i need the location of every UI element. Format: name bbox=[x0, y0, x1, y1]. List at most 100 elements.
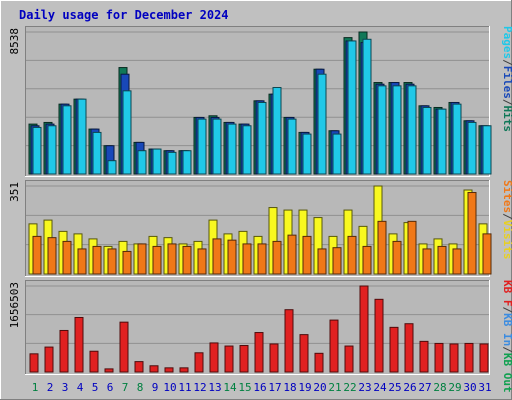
bar-kb-f-day-29 bbox=[449, 343, 459, 373]
bar-pages-day-16 bbox=[257, 101, 267, 175]
bar-kb-f-day-13 bbox=[209, 342, 219, 373]
bar-sites-day-8 bbox=[137, 243, 147, 275]
bar-pages-day-31 bbox=[482, 125, 492, 175]
bar-kb-f-day-27 bbox=[419, 340, 429, 373]
bar-sites-day-27 bbox=[422, 248, 432, 275]
bar-kb-f-day-28 bbox=[434, 342, 444, 373]
bar-kb-f-day-6 bbox=[104, 368, 114, 373]
bar-pages-day-11 bbox=[182, 150, 192, 175]
day-label-22: 22 bbox=[343, 381, 356, 394]
panel-hits: 8538 Pages/Files/Hits bbox=[8, 26, 512, 177]
legend-entry-sites: Sites bbox=[501, 180, 512, 213]
bar-kb-f-day-1 bbox=[29, 353, 39, 373]
bar-sites-day-26 bbox=[407, 220, 417, 275]
bar-pages-day-21 bbox=[332, 133, 342, 175]
bar-sites-day-15 bbox=[242, 243, 252, 275]
bar-sites-day-18 bbox=[287, 234, 297, 275]
bar-kb-f-day-19 bbox=[299, 334, 309, 373]
bar-sites-day-10 bbox=[167, 243, 177, 275]
day-label-18: 18 bbox=[283, 381, 296, 394]
panel-visits-max-label: 351 bbox=[8, 182, 21, 202]
bar-kb-f-day-25 bbox=[389, 326, 399, 373]
day-label-8: 8 bbox=[137, 381, 144, 394]
bar-pages-day-12 bbox=[197, 118, 207, 175]
day-label-5: 5 bbox=[92, 381, 99, 394]
day-label-14: 14 bbox=[223, 381, 237, 394]
bar-sites-day-22 bbox=[347, 235, 357, 275]
bar-kb-f-day-16 bbox=[254, 332, 264, 373]
bar-sites-day-30 bbox=[467, 192, 477, 275]
legend-entry-: / bbox=[501, 59, 512, 66]
bar-kb-f-day-14 bbox=[224, 345, 234, 373]
panel-hits-max-label: 8538 bbox=[8, 28, 21, 55]
bar-sites-day-9 bbox=[152, 245, 162, 275]
bar-kb-f-day-24 bbox=[374, 298, 384, 373]
bar-sites-day-23 bbox=[362, 245, 372, 275]
bar-pages-day-25 bbox=[392, 85, 402, 175]
day-label-13: 13 bbox=[208, 381, 221, 394]
bar-sites-day-21 bbox=[332, 247, 342, 275]
bar-kb-f-day-23 bbox=[359, 285, 369, 373]
day-label-27: 27 bbox=[418, 381, 431, 394]
day-label-12: 12 bbox=[193, 381, 206, 394]
bar-sites-day-19 bbox=[302, 235, 312, 275]
bar-pages-day-5 bbox=[92, 131, 102, 175]
legend-entry-kb-f: KB F bbox=[501, 280, 512, 307]
legend-entry-kb-in: KB In bbox=[501, 313, 512, 346]
day-label-3: 3 bbox=[62, 381, 69, 394]
bar-sites-day-5 bbox=[92, 245, 102, 275]
legend-entry-: / bbox=[501, 307, 512, 314]
bar-kb-f-day-12 bbox=[194, 352, 204, 373]
day-label-19: 19 bbox=[298, 381, 311, 394]
legend-entry-: / bbox=[501, 99, 512, 106]
bar-pages-day-2 bbox=[47, 125, 57, 175]
bar-kb-f-day-7 bbox=[119, 321, 129, 373]
chart-title: Daily usage for December 2024 bbox=[19, 8, 229, 22]
day-label-25: 25 bbox=[388, 381, 401, 394]
bar-sites-day-16 bbox=[257, 243, 267, 275]
bar-sites-day-13 bbox=[212, 238, 222, 275]
bar-kb-f-day-18 bbox=[284, 309, 294, 373]
bar-sites-day-31 bbox=[482, 233, 492, 275]
bar-sites-day-11 bbox=[182, 245, 192, 275]
bar-sites-day-24 bbox=[377, 220, 387, 275]
bar-kb-f-day-10 bbox=[164, 367, 174, 373]
day-label-7: 7 bbox=[122, 381, 129, 394]
bar-sites-day-12 bbox=[197, 248, 207, 275]
bar-pages-day-3 bbox=[62, 105, 72, 175]
bar-pages-day-22 bbox=[347, 40, 357, 175]
legend-entry-: / bbox=[501, 213, 512, 220]
bar-sites-day-20 bbox=[317, 248, 327, 275]
bar-kb-f-day-26 bbox=[404, 323, 414, 373]
day-label-16: 16 bbox=[253, 381, 266, 394]
bar-kb-f-day-2 bbox=[44, 346, 54, 373]
day-label-29: 29 bbox=[448, 381, 461, 394]
bar-pages-day-4 bbox=[77, 98, 87, 175]
chart-panels: 8538Pages/Files/Hits351Sites/Visits16565… bbox=[8, 26, 512, 393]
day-label-9: 9 bbox=[152, 381, 159, 394]
legend-entry-kb-out: KB Out bbox=[501, 353, 512, 393]
bar-kb-f-day-15 bbox=[239, 345, 249, 373]
bar-kb-f-day-17 bbox=[269, 343, 279, 373]
legend-entry-hits: Hits bbox=[501, 106, 512, 133]
bar-sites-day-7 bbox=[122, 250, 132, 275]
bar-pages-day-1 bbox=[32, 126, 42, 175]
bar-sites-day-17 bbox=[272, 240, 282, 275]
legend-entry-: / bbox=[501, 346, 512, 353]
day-label-15: 15 bbox=[238, 381, 251, 394]
bar-kb-f-day-11 bbox=[179, 367, 189, 373]
panel-kbf-max-label: 1656503 bbox=[8, 282, 21, 328]
day-label-6: 6 bbox=[107, 381, 114, 394]
bar-pages-day-29 bbox=[452, 103, 462, 175]
bar-sites-day-3 bbox=[62, 240, 72, 275]
panel-hits-legend: Pages/Files/Hits bbox=[501, 26, 512, 132]
day-label-20: 20 bbox=[313, 381, 326, 394]
bar-pages-day-9 bbox=[152, 148, 162, 175]
day-label-10: 10 bbox=[163, 381, 176, 394]
bar-sites-day-4 bbox=[77, 248, 87, 275]
bar-pages-day-17 bbox=[272, 87, 282, 175]
bar-sites-day-1 bbox=[32, 235, 42, 275]
panel-kbf-legend: KB F/KB In/KB Out bbox=[501, 280, 512, 393]
